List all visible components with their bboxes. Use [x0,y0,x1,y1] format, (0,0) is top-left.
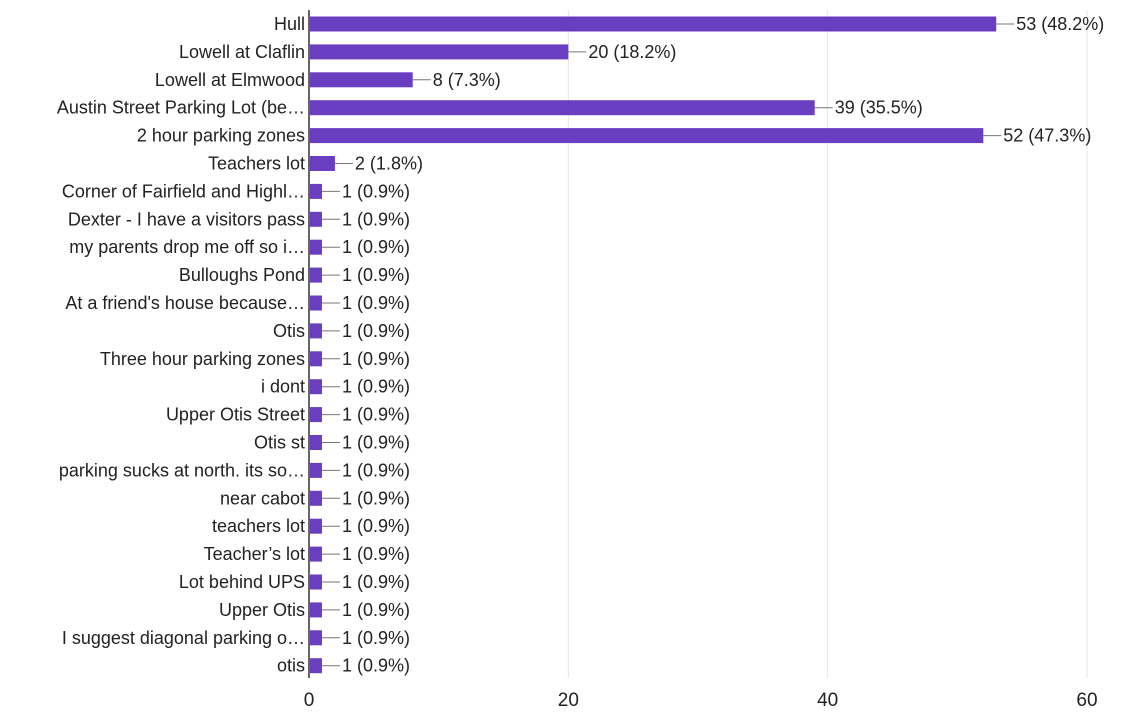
data-label: 1 (0.9%) [342,572,410,592]
bar [310,239,322,255]
category-label: Teachers lot [208,154,305,174]
data-label: 1 (0.9%) [342,209,410,229]
category-label: my parents drop me off so i… [69,237,305,257]
data-label: 20 (18.2%) [588,42,676,62]
bar [310,658,322,674]
bar [310,44,569,60]
category-label: otis [277,656,305,676]
data-label: 1 (0.9%) [342,349,410,369]
data-label: 1 (0.9%) [342,405,410,425]
category-label: Upper Otis [219,600,305,620]
bar [310,211,322,227]
data-label: 1 (0.9%) [342,377,410,397]
bar [310,379,322,395]
category-label: Hull [274,14,305,34]
category-label: teachers lot [212,516,305,536]
data-label: 1 (0.9%) [342,600,410,620]
data-label: 1 (0.9%) [342,460,410,480]
bar [310,462,322,478]
data-label: 1 (0.9%) [342,488,410,508]
category-label: parking sucks at north. its so… [59,460,305,480]
data-label: 1 (0.9%) [342,293,410,313]
category-label: near cabot [220,488,305,508]
data-label: 1 (0.9%) [342,265,410,285]
data-label: 52 (47.3%) [1003,126,1091,146]
bar [310,323,322,339]
bar [310,183,322,199]
bar [310,435,322,450]
x-tick-label: 60 [1076,690,1097,711]
bar [310,267,322,283]
data-label: 2 (1.8%) [355,154,423,174]
bar [310,351,322,367]
data-label: 1 (0.9%) [342,237,410,257]
data-label: 1 (0.9%) [342,656,410,676]
bar [310,574,322,590]
category-label: Lot behind UPS [179,572,305,592]
bar [310,602,322,618]
bar [310,16,997,32]
category-label: i dont [261,377,305,397]
x-tick-label: 0 [304,690,315,711]
category-label: Teacher’s lot [204,544,305,564]
category-label: Bulloughs Pond [179,265,305,285]
bar [310,518,322,534]
bar [310,72,413,88]
x-tick-label: 40 [817,690,838,711]
category-label: Three hour parking zones [100,349,305,369]
bar [310,295,322,311]
data-label: 39 (35.5%) [835,98,923,118]
category-label: Lowell at Claflin [179,42,305,62]
category-label: Otis [273,321,305,341]
data-label: 1 (0.9%) [342,544,410,564]
category-label: Dexter - I have a visitors pass [68,209,305,229]
category-label: Corner of Fairfield and Highl… [62,181,305,201]
bar [310,156,335,171]
bar [310,490,322,506]
data-label: 1 (0.9%) [342,181,410,201]
category-label: Austin Street Parking Lot (be… [57,98,305,118]
data-label: 1 (0.9%) [342,433,410,453]
bar [310,407,322,423]
category-label: I suggest diagonal parking o… [62,628,305,648]
data-label: 1 (0.9%) [342,321,410,341]
data-label: 8 (7.3%) [433,70,501,90]
x-tick-label: 20 [558,690,579,711]
category-label: Upper Otis Street [166,405,305,425]
bar [310,630,322,646]
bar [310,128,984,144]
bar [310,100,815,116]
category-label: 2 hour parking zones [137,126,305,146]
data-label: 1 (0.9%) [342,628,410,648]
category-label: Lowell at Elmwood [155,70,305,90]
category-label: Otis st [254,433,305,453]
data-label: 53 (48.2%) [1016,14,1104,34]
bar [310,546,322,562]
category-label: At a friend's house because… [65,293,305,313]
data-label: 1 (0.9%) [342,516,410,536]
